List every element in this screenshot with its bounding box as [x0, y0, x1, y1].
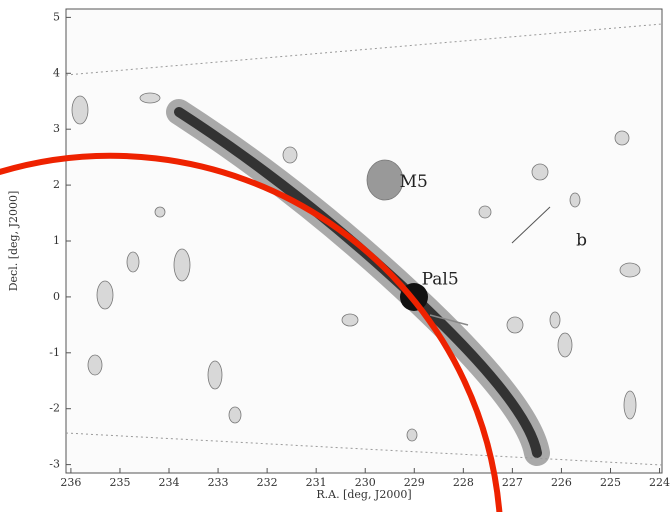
- y-axis-label: Decl. [deg, J2000]: [7, 191, 20, 292]
- b-arrow: [511, 206, 551, 244]
- background-blobs: [71, 92, 641, 442]
- x-tick-label: 226: [551, 476, 572, 489]
- highlight-arc: [0, 152, 503, 512]
- motion-arrow: [429, 314, 469, 326]
- x-tick-label: 227: [502, 476, 523, 489]
- x-tick-label: 229: [404, 476, 425, 489]
- annotation: b: [576, 231, 587, 251]
- annotation: Pal5: [422, 270, 459, 290]
- x-tick-label: 234: [159, 476, 180, 489]
- y-tick-label: 0: [53, 290, 60, 303]
- y-tick-label: 5: [53, 10, 60, 23]
- x-tick-label: 233: [208, 476, 229, 489]
- x-axis-label: R.A. [deg, J2000]: [316, 488, 411, 501]
- y-tick-label: -1: [49, 346, 60, 359]
- y-tick-label: 3: [53, 122, 60, 135]
- x-tick-label: 232: [257, 476, 278, 489]
- x-tick-label: 231: [306, 476, 327, 489]
- y-tick-label: 1: [53, 234, 60, 247]
- y-tick-label: 4: [53, 66, 60, 79]
- x-tick-label: 228: [453, 476, 474, 489]
- x-tick-label: 225: [600, 476, 621, 489]
- x-tick-label: 224: [649, 476, 670, 489]
- x-tick-label: 235: [109, 476, 130, 489]
- y-tick-label: -3: [49, 458, 60, 471]
- y-tick-label: 2: [53, 178, 60, 191]
- x-tick-label: 230: [355, 476, 376, 489]
- y-tick-label: -2: [49, 402, 60, 415]
- x-tick-label: 236: [60, 476, 81, 489]
- annotation: M5: [400, 172, 428, 192]
